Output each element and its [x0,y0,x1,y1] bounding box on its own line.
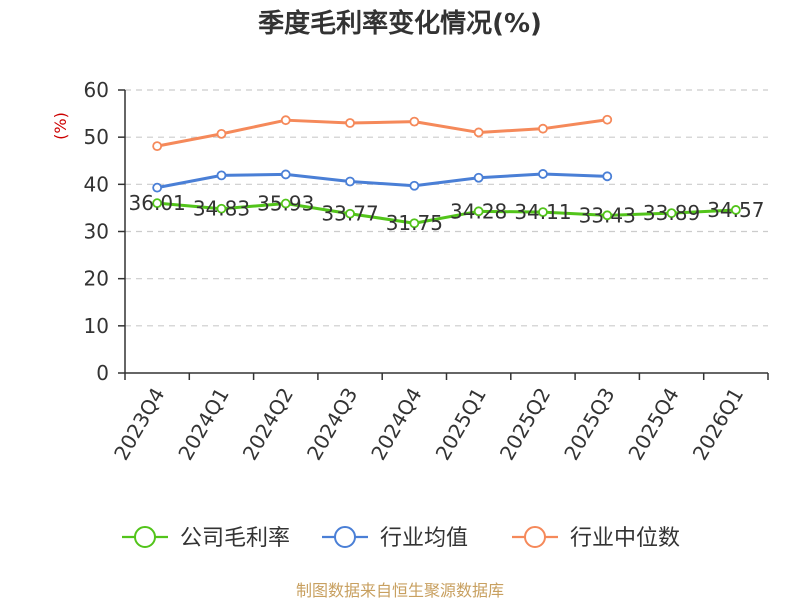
data-label: 33.43 [579,203,636,227]
source-note: 制图数据来自恒生聚源数据库 [296,581,504,600]
series-0-point[interactable] [730,205,741,215]
data-label: 34.11 [514,200,571,224]
x-tick-label: 2025Q2 [495,384,555,465]
y-tick-label: 20 [84,267,109,291]
series-1-point[interactable] [152,182,163,193]
legend-marker-icon [524,526,546,548]
series-1-point[interactable] [345,176,355,187]
y-tick-label: 50 [84,125,109,149]
series-0-point[interactable] [280,198,291,209]
series-0-point[interactable] [473,206,484,217]
series-0-point[interactable] [409,218,420,229]
x-tick-label: 2025Q4 [623,384,683,465]
series-2-point[interactable] [216,128,227,139]
x-tick-label: 2024Q3 [302,384,362,465]
y-tick-label: 0 [96,361,109,385]
legend-label: 行业中位数 [570,526,680,551]
y-axis-unit-label: (%) [51,112,70,140]
series-1-point[interactable] [409,180,420,191]
series-1-point[interactable] [280,169,291,180]
series-2-point[interactable] [280,115,291,126]
series-1-point[interactable] [538,169,548,179]
series-line-2 [155,118,609,148]
chart-title: 季度毛利率变化情况(%) [258,8,542,39]
data-label: 34.57 [707,198,764,222]
y-tick-label: 30 [84,220,109,244]
series-0-point[interactable] [602,210,613,221]
series-2-point[interactable] [473,127,484,138]
data-label: 31.75 [386,211,443,235]
x-tick-label: 2024Q2 [238,384,298,465]
series-1-point[interactable] [473,172,484,183]
series-2-point[interactable] [409,116,420,127]
y-tick-label: 40 [84,172,109,196]
x-tick-label: 2025Q1 [431,384,491,465]
series-1-point[interactable] [602,171,613,182]
series-0-point[interactable] [216,203,227,214]
x-tick-label: 2024Q4 [366,384,426,465]
legend[interactable]: 公司毛利率 行业均值 行业中位数 [122,526,680,551]
legend-marker-icon [134,526,156,548]
x-tick-label: 2026Q1 [688,384,748,465]
data-labels: 36.01 34.83 35.93 33.77 31.75 34.28 34.11 33.43… [129,191,765,235]
x-tick-label: 2024Q1 [173,384,233,465]
y-tick-label: 60 [84,78,109,102]
data-label: 34.83 [193,197,250,221]
series-0-point[interactable] [538,207,548,218]
series-line-0 [155,201,738,225]
legend-label: 公司毛利率 [180,526,290,551]
legend-marker-icon [334,526,356,548]
y-tick-label: 10 [84,314,109,338]
series-lines [152,114,741,229]
data-label: 34.28 [450,199,507,223]
x-tick-label: 2025Q3 [559,384,619,465]
data-label: 35.93 [257,192,314,216]
legend-item-0[interactable]: 公司毛利率 [122,526,290,551]
data-label: 33.77 [321,202,378,226]
series-2-point[interactable] [345,118,355,128]
series-1-point[interactable] [216,170,227,181]
series-0-point[interactable] [152,198,163,209]
grid-lines [125,89,768,327]
data-label: 33.89 [643,201,700,225]
legend-item-2[interactable]: 行业中位数 [512,526,680,551]
series-2-point[interactable] [538,123,548,134]
series-2-point[interactable] [152,141,163,152]
legend-item-1[interactable]: 行业均值 [322,526,468,551]
series-2-point[interactable] [602,114,613,125]
legend-label: 行业均值 [380,526,468,551]
x-tick-label: 2023Q4 [109,384,169,465]
series-0-point[interactable] [345,208,355,219]
series-line-1 [155,172,609,190]
series-0-point[interactable] [666,208,677,219]
data-label: 36.01 [129,191,186,215]
